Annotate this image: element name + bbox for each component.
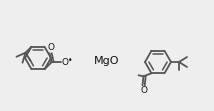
- Text: O: O: [62, 58, 69, 67]
- Text: O: O: [140, 86, 147, 95]
- Text: MgO: MgO: [94, 56, 120, 66]
- Text: •: •: [68, 56, 73, 65]
- Text: O: O: [47, 43, 54, 52]
